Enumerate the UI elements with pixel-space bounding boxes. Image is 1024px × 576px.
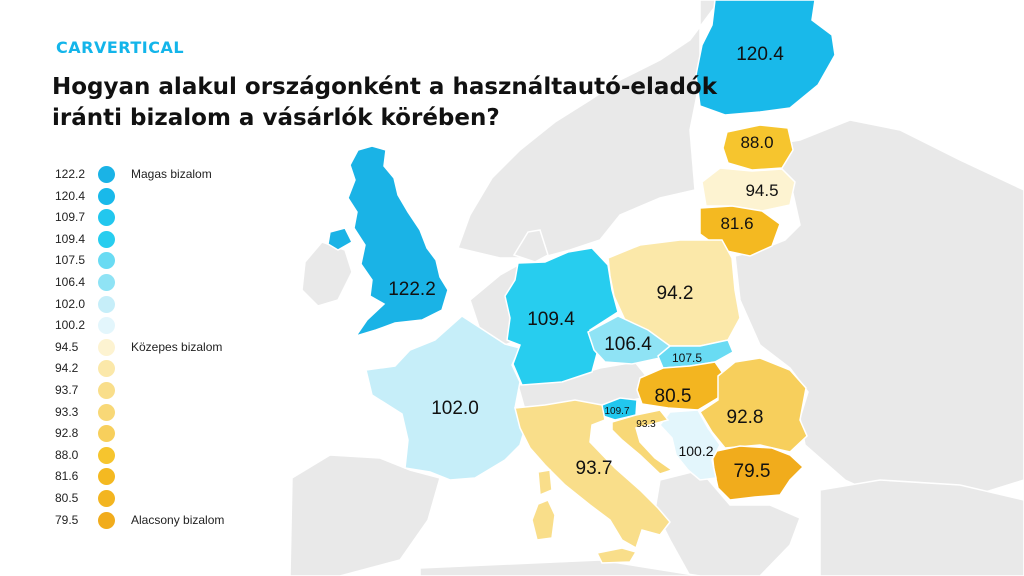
legend-entry: 94.2 bbox=[55, 358, 355, 380]
legend-category-label: Alacsony bizalom bbox=[131, 512, 225, 527]
label-romania: 92.8 bbox=[727, 407, 764, 428]
legend-entry: 81.6 bbox=[55, 466, 355, 488]
denmark-land bbox=[512, 229, 549, 263]
legend-entry: 93.3 bbox=[55, 402, 355, 424]
legend-value: 107.5 bbox=[55, 253, 86, 268]
legend-entry: 79.5 Alacsony bizalom bbox=[55, 510, 355, 532]
legend-entry: 100.2 bbox=[55, 315, 355, 337]
region-sicily bbox=[531, 499, 556, 541]
legend-swatch bbox=[98, 252, 115, 270]
north-africa-land bbox=[419, 559, 701, 576]
legend-entry: 106.4 bbox=[55, 272, 355, 294]
region-sardinia bbox=[537, 469, 553, 497]
legend-value: 92.8 bbox=[55, 426, 79, 441]
region-estonia bbox=[722, 124, 794, 171]
label-croatia: 93.3 bbox=[636, 419, 656, 430]
region-france bbox=[365, 315, 526, 481]
legend-swatch bbox=[98, 360, 115, 378]
region-italy bbox=[514, 399, 671, 550]
legend-value: 80.5 bbox=[55, 491, 79, 505]
label-slovenia: 109.7 bbox=[604, 406, 629, 417]
label-germany: 109.4 bbox=[527, 309, 575, 330]
region-uk bbox=[347, 145, 449, 338]
iceland-ireland-land bbox=[301, 241, 353, 307]
label-latvia: 94.5 bbox=[745, 181, 778, 200]
label-czechia: 106.4 bbox=[604, 334, 652, 355]
label-uk: 122.2 bbox=[388, 279, 436, 300]
region-corsica-like bbox=[595, 547, 638, 564]
legend-value: 79.5 bbox=[55, 512, 79, 527]
legend-value: 94.5 bbox=[55, 339, 79, 354]
legend-value: 100.2 bbox=[55, 318, 86, 333]
label-lithuania: 81.6 bbox=[720, 214, 753, 233]
legend-entry: 102.0 bbox=[55, 294, 355, 316]
label-bulgaria: 79.5 bbox=[734, 461, 771, 482]
legend-swatch bbox=[98, 166, 115, 183]
legend-swatch bbox=[98, 187, 115, 205]
label-hungary: 80.5 bbox=[655, 386, 692, 407]
legend-value: 120.4 bbox=[55, 188, 86, 203]
legend-swatch bbox=[98, 317, 115, 335]
legend-value: 102.0 bbox=[55, 296, 86, 311]
iberia-land bbox=[289, 454, 441, 576]
label-france: 102.0 bbox=[431, 398, 479, 419]
region-finland bbox=[695, 0, 836, 116]
legend-entry: 94.5 Közepes bizalom bbox=[55, 337, 355, 359]
legend-swatch bbox=[98, 468, 115, 486]
region-bulgaria bbox=[711, 445, 805, 501]
legend-entry: 93.7 bbox=[55, 380, 355, 402]
legend-swatch bbox=[98, 274, 115, 291]
legend-swatch bbox=[98, 230, 115, 248]
legend-value: 88.0 bbox=[55, 447, 79, 462]
turkey-land bbox=[819, 479, 1024, 576]
label-poland: 94.2 bbox=[657, 283, 694, 304]
legend-swatch bbox=[98, 382, 115, 399]
label-finland: 120.4 bbox=[736, 44, 784, 65]
region-serbia bbox=[659, 409, 721, 481]
region-germany bbox=[504, 247, 619, 386]
legend-swatch bbox=[98, 490, 115, 507]
legend-entry: 109.4 bbox=[55, 229, 355, 251]
scandinavia-land bbox=[457, 0, 721, 259]
legend-value: 93.3 bbox=[55, 404, 79, 419]
label-slovakia: 107.5 bbox=[672, 351, 702, 365]
legend-entry: 122.2 Magas bizalom bbox=[55, 164, 355, 186]
legend-entry: 80.5 bbox=[55, 488, 355, 510]
legend-value: 81.6 bbox=[55, 469, 79, 484]
value-labels: 120.4 88.0 94.5 81.6 122.2 109.4 94.2 10… bbox=[388, 44, 784, 482]
legend-value: 109.4 bbox=[55, 231, 86, 246]
legend-entry: 88.0 bbox=[55, 445, 355, 467]
legend-swatch bbox=[98, 425, 115, 443]
legend-swatch bbox=[98, 295, 115, 313]
label-serbia: 100.2 bbox=[678, 443, 713, 459]
carvertical-logo: CARVERTICAL bbox=[56, 38, 185, 57]
legend-value: 106.4 bbox=[55, 275, 86, 289]
region-croatia bbox=[611, 409, 674, 475]
base-land bbox=[289, 0, 1024, 576]
region-romania bbox=[698, 357, 808, 453]
legend-value: 109.7 bbox=[55, 210, 86, 225]
region-latvia bbox=[701, 167, 796, 212]
balkans-south-land bbox=[654, 469, 801, 576]
legend-entry: 120.4 bbox=[55, 186, 355, 208]
legend-swatch bbox=[98, 338, 115, 356]
label-italy: 93.7 bbox=[576, 458, 613, 479]
countries bbox=[327, 0, 836, 564]
legend-entry: 107.5 bbox=[55, 250, 355, 272]
legend-swatch bbox=[98, 209, 115, 227]
legend-swatch bbox=[98, 403, 115, 421]
legend-entry: 109.7 bbox=[55, 207, 355, 229]
legend-value: 122.2 bbox=[55, 167, 86, 181]
legend-swatch bbox=[98, 446, 115, 464]
page-title: Hogyan alakul országonként a használtaut… bbox=[52, 74, 718, 131]
legend-entry: 92.8 bbox=[55, 423, 355, 445]
region-northern-ireland bbox=[327, 227, 353, 251]
legend-swatch bbox=[98, 511, 115, 529]
legend-category-label: Magas bizalom bbox=[131, 167, 212, 181]
legend-category-label: Közepes bizalom bbox=[131, 339, 223, 354]
label-estonia: 88.0 bbox=[740, 133, 773, 152]
legend-value: 94.2 bbox=[55, 361, 79, 376]
legend-value: 93.7 bbox=[55, 383, 79, 397]
